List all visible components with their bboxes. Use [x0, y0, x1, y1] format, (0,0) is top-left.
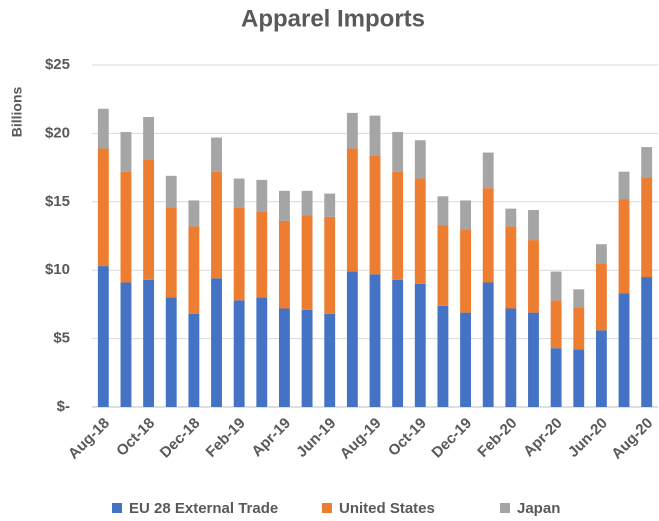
bar-segment: [346, 112, 358, 149]
y-tick-label: $10: [45, 261, 70, 278]
bar-segment: [346, 148, 358, 272]
bar-segment: [618, 293, 630, 407]
bar-segment: [550, 348, 562, 407]
bar-segment: [595, 263, 607, 331]
bar-segment: [188, 226, 200, 314]
y-tick-label: $5: [53, 330, 70, 347]
bar-segment: [233, 178, 245, 208]
bar-segment: [143, 279, 155, 407]
bar-segment: [301, 309, 313, 407]
bar-segment: [143, 116, 155, 160]
legend-swatch: [500, 503, 510, 513]
legend-label: EU 28 External Trade: [129, 500, 278, 517]
bar-segment: [414, 178, 426, 284]
bar-segment: [369, 155, 381, 275]
y-tick-label: $20: [45, 124, 70, 141]
bar-segment: [618, 171, 630, 200]
bar-segment: [120, 282, 132, 407]
bar-segment: [346, 271, 358, 407]
bar-segment: [641, 277, 653, 407]
bar-segment: [165, 297, 177, 407]
bar-segment: [460, 200, 471, 230]
bar-segment: [437, 196, 449, 226]
bar-segment: [301, 215, 313, 310]
bar-segment: [211, 137, 222, 172]
bar-segment: [392, 132, 404, 172]
bar-segment: [256, 297, 268, 407]
bar-segment: [188, 313, 200, 407]
legend-swatch: [112, 503, 122, 513]
bar-segment: [211, 171, 222, 279]
bar-segment: [414, 140, 426, 179]
bar-segment: [301, 190, 313, 216]
bar-segment: [256, 211, 268, 298]
bar-segment: [392, 279, 404, 407]
bar-segment: [392, 171, 404, 280]
bar-segment: [97, 266, 109, 407]
bar-segment: [97, 148, 109, 267]
bar-segment: [120, 171, 132, 283]
bar-segment: [279, 190, 290, 221]
bar-segment: [324, 193, 336, 217]
bar-segment: [573, 349, 585, 407]
bar-segment: [528, 210, 539, 241]
y-tick-label: $15: [45, 193, 70, 210]
bar-segment: [256, 179, 268, 212]
y-tick-label: $-: [57, 398, 70, 415]
bar-segment: [279, 308, 290, 407]
bar-segment: [97, 108, 109, 149]
bar-segment: [641, 177, 653, 278]
bar-segment: [143, 159, 155, 280]
legend-label: Japan: [517, 500, 560, 517]
bar-segment: [324, 313, 336, 407]
bar-segment: [482, 282, 494, 407]
bar-segment: [120, 132, 132, 172]
chart-title: Apparel Imports: [241, 5, 425, 32]
bar-segment: [550, 300, 562, 349]
bar-segment: [482, 188, 494, 283]
bar-segment: [460, 229, 471, 313]
bar-segment: [641, 147, 653, 178]
bar-segment: [233, 300, 245, 407]
bar-segment: [165, 207, 177, 298]
y-axis-label: Billions: [9, 87, 25, 138]
bar-segment: [618, 199, 630, 294]
bar-segment: [550, 271, 562, 301]
bar-segment: [528, 240, 539, 313]
bar-segment: [369, 274, 381, 407]
bar-segment: [573, 289, 585, 308]
bar-segment: [595, 244, 607, 264]
bar-segment: [324, 216, 336, 314]
legend-label: United States: [339, 500, 435, 517]
y-tick-label: $25: [45, 56, 70, 73]
bar-segment: [482, 152, 494, 189]
bar-segment: [505, 208, 517, 227]
bar-segment: [437, 305, 449, 407]
bar-segment: [369, 115, 381, 156]
bar-segment: [233, 207, 245, 301]
bar-segment: [528, 312, 539, 407]
bar-segment: [188, 200, 200, 227]
bar-segment: [165, 175, 177, 208]
bar-segment: [437, 225, 449, 306]
bar-segment: [505, 308, 517, 407]
bar-segment: [505, 226, 517, 309]
bar-segment: [279, 220, 290, 309]
bar-segment: [573, 307, 585, 350]
bar-segment: [595, 330, 607, 407]
bar-segment: [460, 312, 471, 407]
bar-segment: [414, 283, 426, 407]
bar-segment: [211, 278, 222, 407]
legend-swatch: [322, 503, 332, 513]
